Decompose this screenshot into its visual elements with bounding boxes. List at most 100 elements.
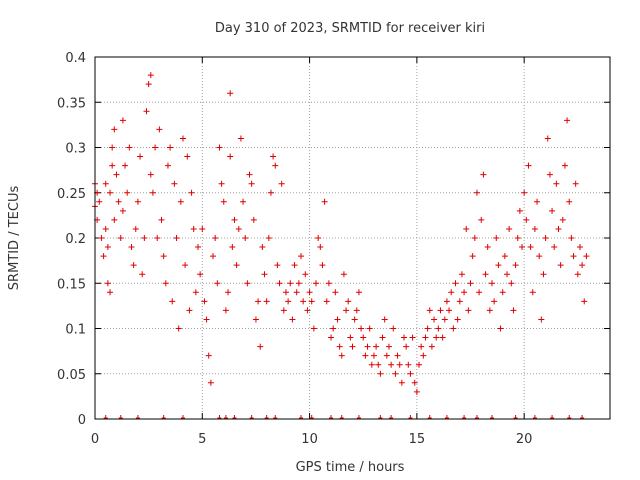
data-point (190, 225, 197, 232)
data-point (137, 153, 144, 160)
data-point (454, 316, 461, 323)
data-point (358, 325, 365, 332)
baseline-point (356, 415, 361, 419)
data-point (446, 307, 453, 314)
baseline-points (103, 415, 585, 419)
y-tick-labels: 0 0.05 0.1 0.15 0.2 0.25 0.3 0.35 0.4 (57, 51, 86, 428)
data-point (493, 235, 500, 241)
data-point (540, 271, 547, 278)
data-point (426, 307, 433, 314)
data-point (119, 117, 126, 124)
data-point (220, 198, 227, 205)
x-tick-label: 5 (198, 432, 206, 447)
data-point (398, 379, 405, 386)
x-tick-label: 0 (91, 432, 99, 447)
data-point (145, 81, 152, 88)
data-point (171, 180, 178, 187)
baseline-point (427, 415, 432, 419)
data-point (242, 235, 249, 241)
baseline-point (161, 415, 166, 419)
data-point (334, 316, 341, 323)
data-point (246, 171, 253, 178)
data-point (308, 298, 315, 305)
baseline-point (489, 415, 494, 419)
data-point (96, 198, 103, 205)
y-tick-label: 0.1 (65, 323, 86, 338)
baseline-point (135, 415, 140, 419)
data-point (280, 307, 287, 314)
data-point (109, 144, 116, 151)
data-point (227, 153, 234, 160)
data-point (218, 180, 225, 187)
baseline-point (408, 415, 413, 419)
data-point (508, 280, 515, 287)
x-tick-label: 20 (516, 432, 533, 447)
data-point (100, 253, 107, 260)
data-point (553, 180, 560, 187)
data-point (411, 379, 418, 386)
data-point (383, 352, 390, 359)
data-point (306, 289, 313, 296)
data-point (495, 262, 502, 269)
baseline-point (103, 415, 108, 419)
data-point (201, 298, 208, 305)
data-point (304, 307, 311, 314)
data-point (338, 352, 345, 359)
data-point (409, 334, 416, 341)
data-point (373, 343, 380, 350)
data-point (347, 334, 354, 341)
data-point (551, 244, 558, 251)
data-point (332, 289, 339, 296)
data-point (452, 280, 459, 287)
data-point (583, 253, 590, 260)
baseline-point (329, 415, 334, 419)
data-point (428, 343, 435, 350)
data-point (390, 325, 397, 332)
data-point (317, 244, 324, 251)
data-point (315, 235, 322, 241)
data-point (111, 126, 118, 133)
data-point (252, 316, 259, 323)
data-point (278, 180, 285, 187)
data-point (325, 280, 332, 287)
data-point (205, 352, 212, 359)
data-point (536, 253, 543, 260)
data-point (523, 216, 530, 223)
data-point (291, 262, 298, 269)
data-point (298, 253, 304, 260)
data-point (379, 334, 386, 341)
data-point (544, 135, 551, 142)
data-point (197, 271, 204, 278)
data-point (416, 361, 423, 368)
data-point (394, 352, 401, 359)
data-point (566, 198, 573, 205)
data-point (212, 235, 219, 241)
data-point (289, 316, 296, 323)
data-point (319, 262, 326, 269)
data-point (167, 144, 174, 151)
axis-ticks (94, 56, 610, 420)
y-tick-label: 0.2 (65, 232, 86, 247)
data-point (216, 144, 223, 151)
data-point (431, 316, 438, 323)
baseline-point (118, 415, 123, 419)
x-tick-label: 10 (301, 432, 318, 447)
data-point (152, 144, 159, 151)
data-point (437, 307, 444, 314)
data-point (370, 352, 377, 359)
data-point (263, 298, 270, 305)
data-point (328, 334, 335, 341)
data-point (377, 370, 384, 377)
data-point (147, 72, 154, 79)
data-point (343, 307, 350, 314)
data-point (115, 198, 122, 205)
data-point (478, 216, 485, 223)
data-point (403, 343, 410, 350)
data-point (388, 361, 395, 368)
data-point (160, 253, 167, 260)
y-tick-label: 0.4 (65, 51, 86, 66)
data-point (244, 280, 251, 287)
data-point (568, 235, 575, 241)
data-point (124, 189, 131, 196)
